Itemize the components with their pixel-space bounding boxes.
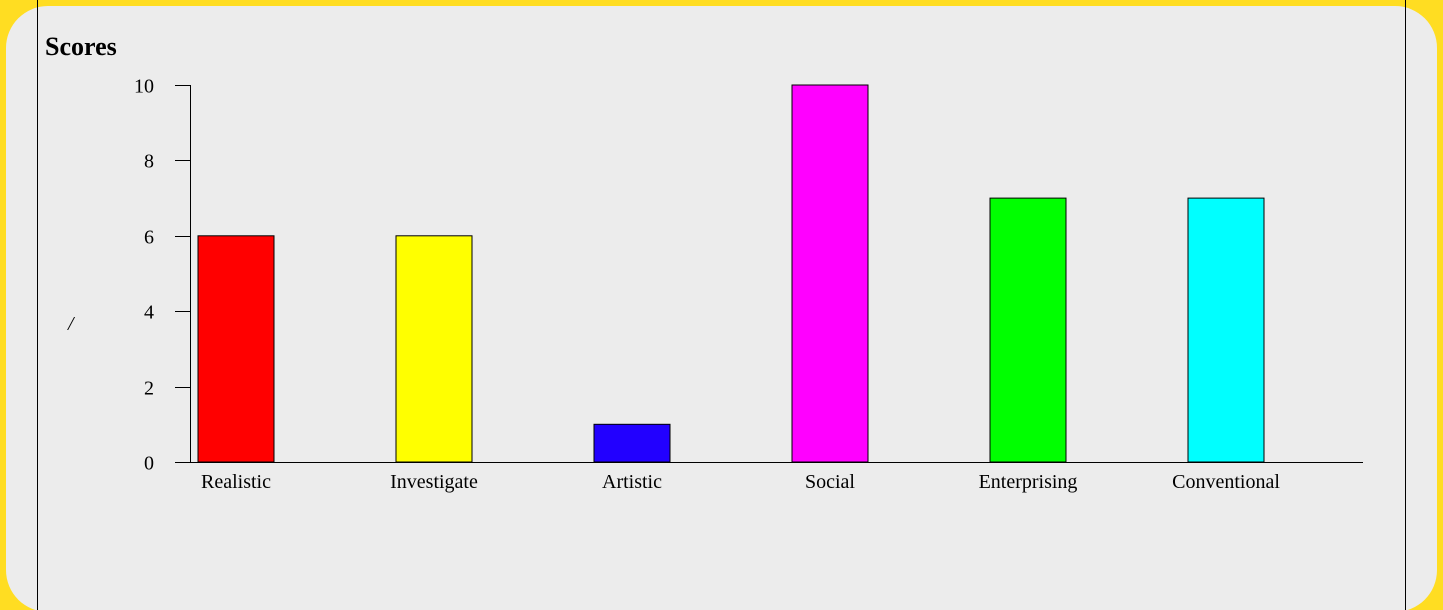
x-tick-label: Conventional xyxy=(1172,471,1280,493)
bar-conventional xyxy=(1187,197,1265,463)
y-tick-label: 10 xyxy=(134,76,154,98)
axes xyxy=(175,85,1363,463)
x-tick-label: Artistic xyxy=(602,471,662,493)
y-tick-labels: 0 2 4 6 8 10 xyxy=(134,76,154,475)
y-tick-label: 6 xyxy=(144,227,154,249)
y-tick-label: 8 xyxy=(144,151,154,173)
x-tick-label: Social xyxy=(805,471,855,493)
bar-social xyxy=(791,84,869,463)
bar-investigate xyxy=(395,235,473,463)
bar-enterprising xyxy=(989,197,1067,463)
bar-artistic xyxy=(593,423,671,463)
y-tick-label: 0 xyxy=(144,453,154,475)
bars xyxy=(197,84,1265,463)
chart-background xyxy=(6,6,1437,610)
chart-title: Scores xyxy=(45,32,117,61)
y-axis-label: / xyxy=(67,313,76,335)
x-tick-label: Realistic xyxy=(201,471,271,493)
y-tick-label: 2 xyxy=(144,378,154,400)
x-tick-label: Enterprising xyxy=(979,471,1078,493)
bar-realistic xyxy=(197,235,275,463)
x-tick-label: Investigate xyxy=(390,471,478,493)
x-tick-labels: Realistic Investigate Artistic Social Enterp… xyxy=(201,471,1280,493)
y-tick-label: 4 xyxy=(144,302,154,324)
